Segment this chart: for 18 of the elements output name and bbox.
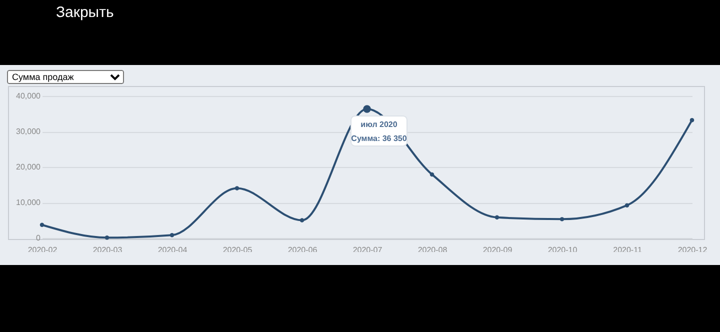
point [560, 217, 564, 222]
y-tick-label: 10,000 [16, 198, 42, 207]
point [170, 233, 174, 238]
text: Закрыть [56, 4, 114, 21]
point [494, 215, 500, 220]
point [690, 118, 694, 122]
y-tick-label: 30,000 [16, 127, 42, 136]
y-tick-label: 40,000 [16, 92, 42, 100]
point [234, 186, 240, 190]
y-tick-label: 20,000 [16, 162, 42, 172]
annotation: июл 2020 Сумма: 36 350 [351, 120, 408, 143]
point [300, 218, 304, 222]
point [624, 203, 630, 208]
point [40, 222, 44, 227]
point [104, 236, 110, 240]
point [430, 172, 434, 177]
dropdown: Сумма продаж [7, 70, 124, 84]
y-tick-label: 0 [36, 234, 42, 242]
